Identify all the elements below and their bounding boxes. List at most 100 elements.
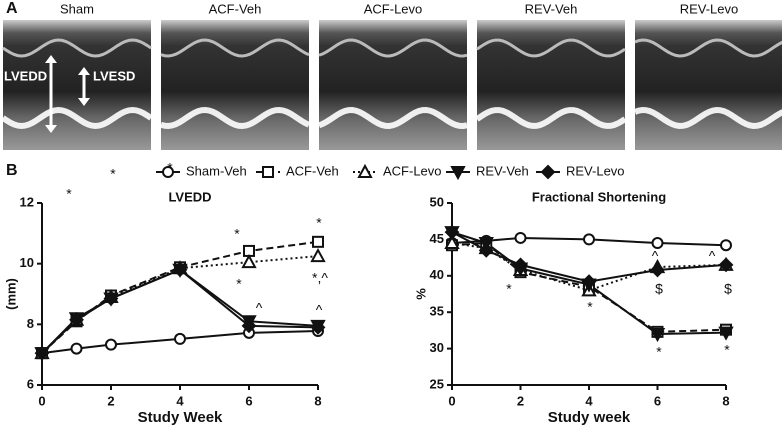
marker (310, 247, 326, 263)
arrow-head (78, 67, 90, 106)
marker (718, 326, 734, 341)
x-tick-label: 4 (176, 393, 184, 408)
image-title: REV-Veh (525, 1, 578, 16)
annotation: $ (655, 281, 663, 297)
echo-wall (1, 106, 153, 130)
marker (241, 318, 257, 334)
marker (514, 231, 527, 244)
marker (69, 312, 84, 328)
echo-wall (634, 38, 782, 58)
x-tick-label: 8 (314, 393, 321, 408)
echo-wall (160, 38, 310, 58)
annotation: * (587, 299, 593, 315)
marker (581, 274, 597, 290)
panel-label: B (6, 162, 18, 179)
image-title: Sham (60, 1, 94, 16)
echo-wall (2, 38, 152, 58)
echo-image (319, 20, 467, 150)
x-tick-label: 6 (654, 393, 661, 408)
y-tick-label: 6 (27, 376, 34, 391)
marker (478, 242, 494, 258)
x-tick-label: 0 (38, 393, 45, 408)
legend-label: ACF-Levo (383, 163, 442, 178)
annotation: * (316, 215, 322, 231)
chart: LVEDD 6 8 10 12 0 2 4 6 8 Study Week (mm) * * * * * * ^ *,^… (3, 160, 328, 426)
marker (583, 233, 595, 246)
marker (172, 262, 188, 278)
annotation: ^ (256, 300, 263, 316)
annotation: ^ (652, 248, 659, 264)
series-line (451, 242, 727, 292)
y-tick-label: 45 (430, 231, 444, 246)
annotation: * (234, 226, 240, 242)
annotation: ^ (709, 248, 716, 264)
echo-wall (317, 107, 468, 129)
echo-images: Sham ACF-Veh ACF-Levo REV-Veh REV-Levo LVEDD L… (1, 1, 782, 150)
annotation: * (724, 342, 730, 358)
legend-marker (162, 166, 174, 178)
label: LVESD (93, 68, 135, 83)
annotation: $ (724, 281, 732, 297)
echo-wall (476, 38, 626, 58)
arrow-head (45, 55, 57, 133)
echo-wall (318, 38, 468, 58)
x-tick-label: 4 (585, 393, 593, 408)
series-line (41, 255, 319, 354)
x-tick-label: 2 (517, 393, 524, 408)
image-title: REV-Levo (680, 1, 739, 16)
echo-wall (160, 106, 311, 130)
annotation: * (110, 166, 116, 182)
legend-marker (540, 164, 556, 180)
legend-label: Sham-Veh (186, 163, 247, 178)
annotation: * (656, 344, 662, 360)
y-tick-label: 10 (20, 255, 34, 270)
y-tick-label: 8 (27, 316, 34, 331)
marker (718, 257, 734, 273)
y-tick-label: 12 (20, 194, 34, 209)
legend-marker (357, 163, 373, 178)
annotation: *,^ (312, 270, 328, 286)
y-axis-label: (mm) (3, 278, 18, 310)
marker (651, 237, 664, 250)
y-tick-label: 30 (430, 340, 444, 355)
legend-marker (262, 166, 274, 178)
x-axis-label: Study week (548, 409, 631, 426)
marker (720, 239, 732, 252)
image-title: ACF-Levo (364, 1, 423, 16)
legend-label: ACF-Veh (286, 163, 339, 178)
x-tick-label: 8 (722, 393, 729, 408)
chart-title: Fractional Shortening (532, 189, 666, 204)
legend: Sham-Veh ACF-Veh ACF-Levo REV-Veh REV-Levo (156, 163, 625, 181)
y-tick-label: 50 (430, 194, 444, 209)
marker (174, 332, 186, 345)
annotation: * (66, 186, 72, 202)
x-tick-label: 0 (448, 393, 455, 408)
marker (70, 342, 83, 355)
y-axis-label: % (413, 288, 428, 300)
marker (650, 262, 665, 278)
marker (34, 345, 50, 361)
annotation: ^ (316, 302, 323, 318)
annotation: * (506, 281, 512, 297)
marker (105, 338, 117, 351)
echo-wall (633, 107, 782, 129)
x-tick-label: 2 (107, 393, 114, 408)
marker (649, 328, 666, 343)
y-tick-label: 25 (430, 376, 444, 391)
marker (312, 235, 324, 248)
echo-wall (475, 107, 627, 129)
image-title: ACF-Veh (209, 1, 262, 16)
annotation: * (236, 276, 242, 292)
panel-label: A (6, 0, 18, 17)
annotation: * (167, 160, 173, 176)
y-tick-label: 35 (430, 304, 444, 319)
marker (444, 224, 460, 240)
y-tick-label: 40 (430, 267, 444, 282)
x-axis-label: Study Week (138, 409, 223, 426)
chart: Fractional Shortening 25 30 35 40 45 50 0 2 4 6 8 St… (413, 189, 734, 426)
x-tick-label: 6 (245, 393, 252, 408)
legend-marker (450, 166, 466, 181)
marker (444, 234, 460, 250)
echo-image (635, 20, 782, 150)
label: LVEDD (4, 68, 47, 83)
